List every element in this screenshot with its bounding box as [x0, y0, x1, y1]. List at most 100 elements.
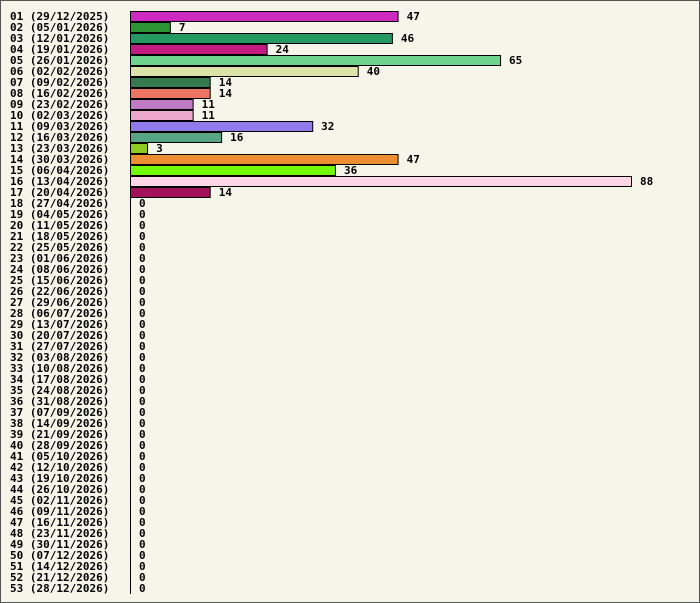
value-label: 11 — [202, 98, 216, 111]
category-label: 20 (11/05/2026) — [10, 219, 109, 232]
category-label: 15 (06/04/2026) — [10, 164, 109, 177]
category-label: 34 (17/08/2026) — [10, 373, 109, 386]
category-label: 13 (23/03/2026) — [10, 142, 109, 155]
category-label: 24 (08/06/2026) — [10, 263, 109, 276]
value-label: 0 — [139, 560, 146, 573]
value-label: 0 — [139, 351, 146, 364]
bar — [130, 165, 336, 176]
value-label: 0 — [139, 527, 146, 540]
category-label: 52 (21/12/2026) — [10, 571, 109, 584]
value-label: 0 — [139, 197, 146, 210]
value-label: 0 — [139, 263, 146, 276]
bar — [130, 55, 502, 66]
bar — [130, 132, 223, 143]
value-label: 0 — [139, 417, 146, 430]
value-label: 0 — [139, 472, 146, 485]
category-label: 14 (30/03/2026) — [10, 153, 109, 166]
category-label: 39 (21/09/2026) — [10, 428, 109, 441]
value-label: 0 — [139, 241, 146, 254]
value-label: 0 — [139, 461, 146, 474]
bar — [130, 187, 211, 198]
category-label: 47 (16/11/2026) — [10, 516, 109, 529]
bar — [130, 176, 632, 187]
category-label: 16 (13/04/2026) — [10, 175, 109, 188]
value-label: 14 — [219, 76, 233, 89]
category-label: 27 (29/06/2026) — [10, 296, 109, 309]
value-label: 14 — [219, 186, 233, 199]
category-label: 45 (02/11/2026) — [10, 494, 109, 507]
value-label: 0 — [139, 252, 146, 265]
category-label: 11 (09/03/2026) — [10, 120, 109, 133]
value-label: 7 — [179, 21, 186, 34]
value-label: 47 — [407, 153, 420, 166]
category-label: 53 (28/12/2026) — [10, 582, 109, 595]
value-label: 0 — [139, 505, 146, 518]
value-label: 0 — [139, 571, 146, 584]
value-label: 0 — [139, 362, 146, 375]
bar — [130, 143, 149, 154]
category-label: 25 (15/06/2026) — [10, 274, 109, 287]
category-label: 46 (09/11/2026) — [10, 505, 109, 518]
category-label: 38 (14/09/2026) — [10, 417, 109, 430]
value-label: 0 — [139, 439, 146, 452]
value-label: 14 — [219, 87, 233, 100]
value-label: 0 — [139, 428, 146, 441]
category-label: 21 (18/05/2026) — [10, 230, 109, 243]
category-label: 22 (25/05/2026) — [10, 241, 109, 254]
bar — [130, 22, 171, 33]
category-label: 41 (05/10/2026) — [10, 450, 109, 463]
category-label: 18 (27/04/2026) — [10, 197, 109, 210]
value-label: 0 — [139, 329, 146, 342]
value-label: 0 — [139, 549, 146, 562]
value-label: 11 — [202, 109, 216, 122]
category-label: 10 (02/03/2026) — [10, 109, 109, 122]
category-label: 40 (28/09/2026) — [10, 439, 109, 452]
value-label: 0 — [139, 274, 146, 287]
value-label: 0 — [139, 373, 146, 386]
category-label: 35 (24/08/2026) — [10, 384, 109, 397]
category-label: 26 (22/06/2026) — [10, 285, 109, 298]
category-label: 31 (27/07/2026) — [10, 340, 109, 353]
category-label: 42 (12/10/2026) — [10, 461, 109, 474]
category-label: 09 (23/02/2026) — [10, 98, 109, 111]
value-label: 16 — [230, 131, 244, 144]
bar — [130, 66, 359, 77]
category-label: 28 (06/07/2026) — [10, 307, 109, 320]
category-label: 36 (31/08/2026) — [10, 395, 109, 408]
category-label: 48 (23/11/2026) — [10, 527, 109, 540]
bar — [130, 154, 399, 165]
value-label: 0 — [139, 208, 146, 221]
category-label: 01 (29/12/2025) — [10, 10, 109, 23]
value-label: 0 — [139, 395, 146, 408]
category-label: 17 (20/04/2026) — [10, 186, 109, 199]
value-label: 0 — [139, 450, 146, 463]
value-label: 0 — [139, 230, 146, 243]
value-label: 0 — [139, 538, 146, 551]
category-label: 19 (04/05/2026) — [10, 208, 109, 221]
category-label: 44 (26/10/2026) — [10, 483, 109, 496]
value-label: 0 — [139, 318, 146, 331]
value-label: 0 — [139, 494, 146, 507]
category-label: 07 (09/02/2026) — [10, 76, 109, 89]
category-label: 12 (16/03/2026) — [10, 131, 109, 144]
value-label: 0 — [139, 516, 146, 529]
bar — [130, 121, 314, 132]
category-label: 51 (14/12/2026) — [10, 560, 109, 573]
category-label: 49 (30/11/2026) — [10, 538, 109, 551]
value-label: 0 — [139, 406, 146, 419]
value-label: 32 — [321, 120, 334, 133]
category-label: 06 (02/02/2026) — [10, 65, 109, 78]
category-label: 08 (16/02/2026) — [10, 87, 109, 100]
bar — [130, 88, 211, 99]
value-label: 3 — [156, 142, 163, 155]
value-label: 0 — [139, 285, 146, 298]
category-label: 23 (01/06/2026) — [10, 252, 109, 265]
category-label: 04 (19/01/2026) — [10, 43, 109, 56]
category-label: 30 (20/07/2026) — [10, 329, 109, 342]
category-label: 43 (19/10/2026) — [10, 472, 109, 485]
bar — [130, 110, 194, 121]
value-label: 46 — [401, 32, 415, 45]
category-label: 05 (26/01/2026) — [10, 54, 109, 67]
category-label: 37 (07/09/2026) — [10, 406, 109, 419]
